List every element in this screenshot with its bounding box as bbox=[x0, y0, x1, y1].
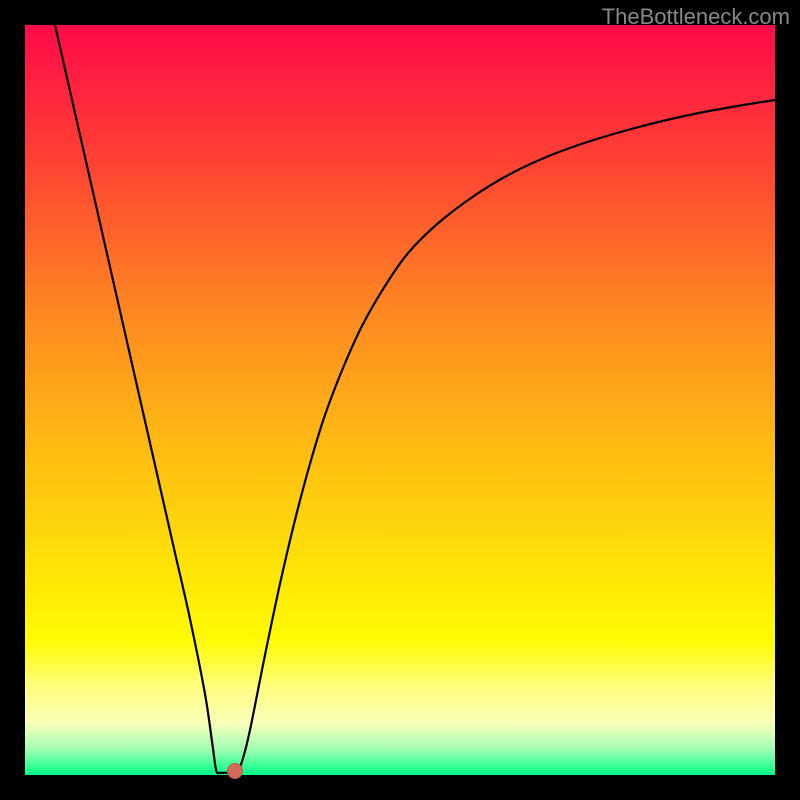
bottleneck-curve bbox=[25, 25, 775, 775]
plot-area bbox=[25, 25, 775, 775]
optimum-marker bbox=[227, 763, 243, 779]
curve-path bbox=[55, 25, 775, 773]
watermark-text: TheBottleneck.com bbox=[602, 4, 790, 30]
